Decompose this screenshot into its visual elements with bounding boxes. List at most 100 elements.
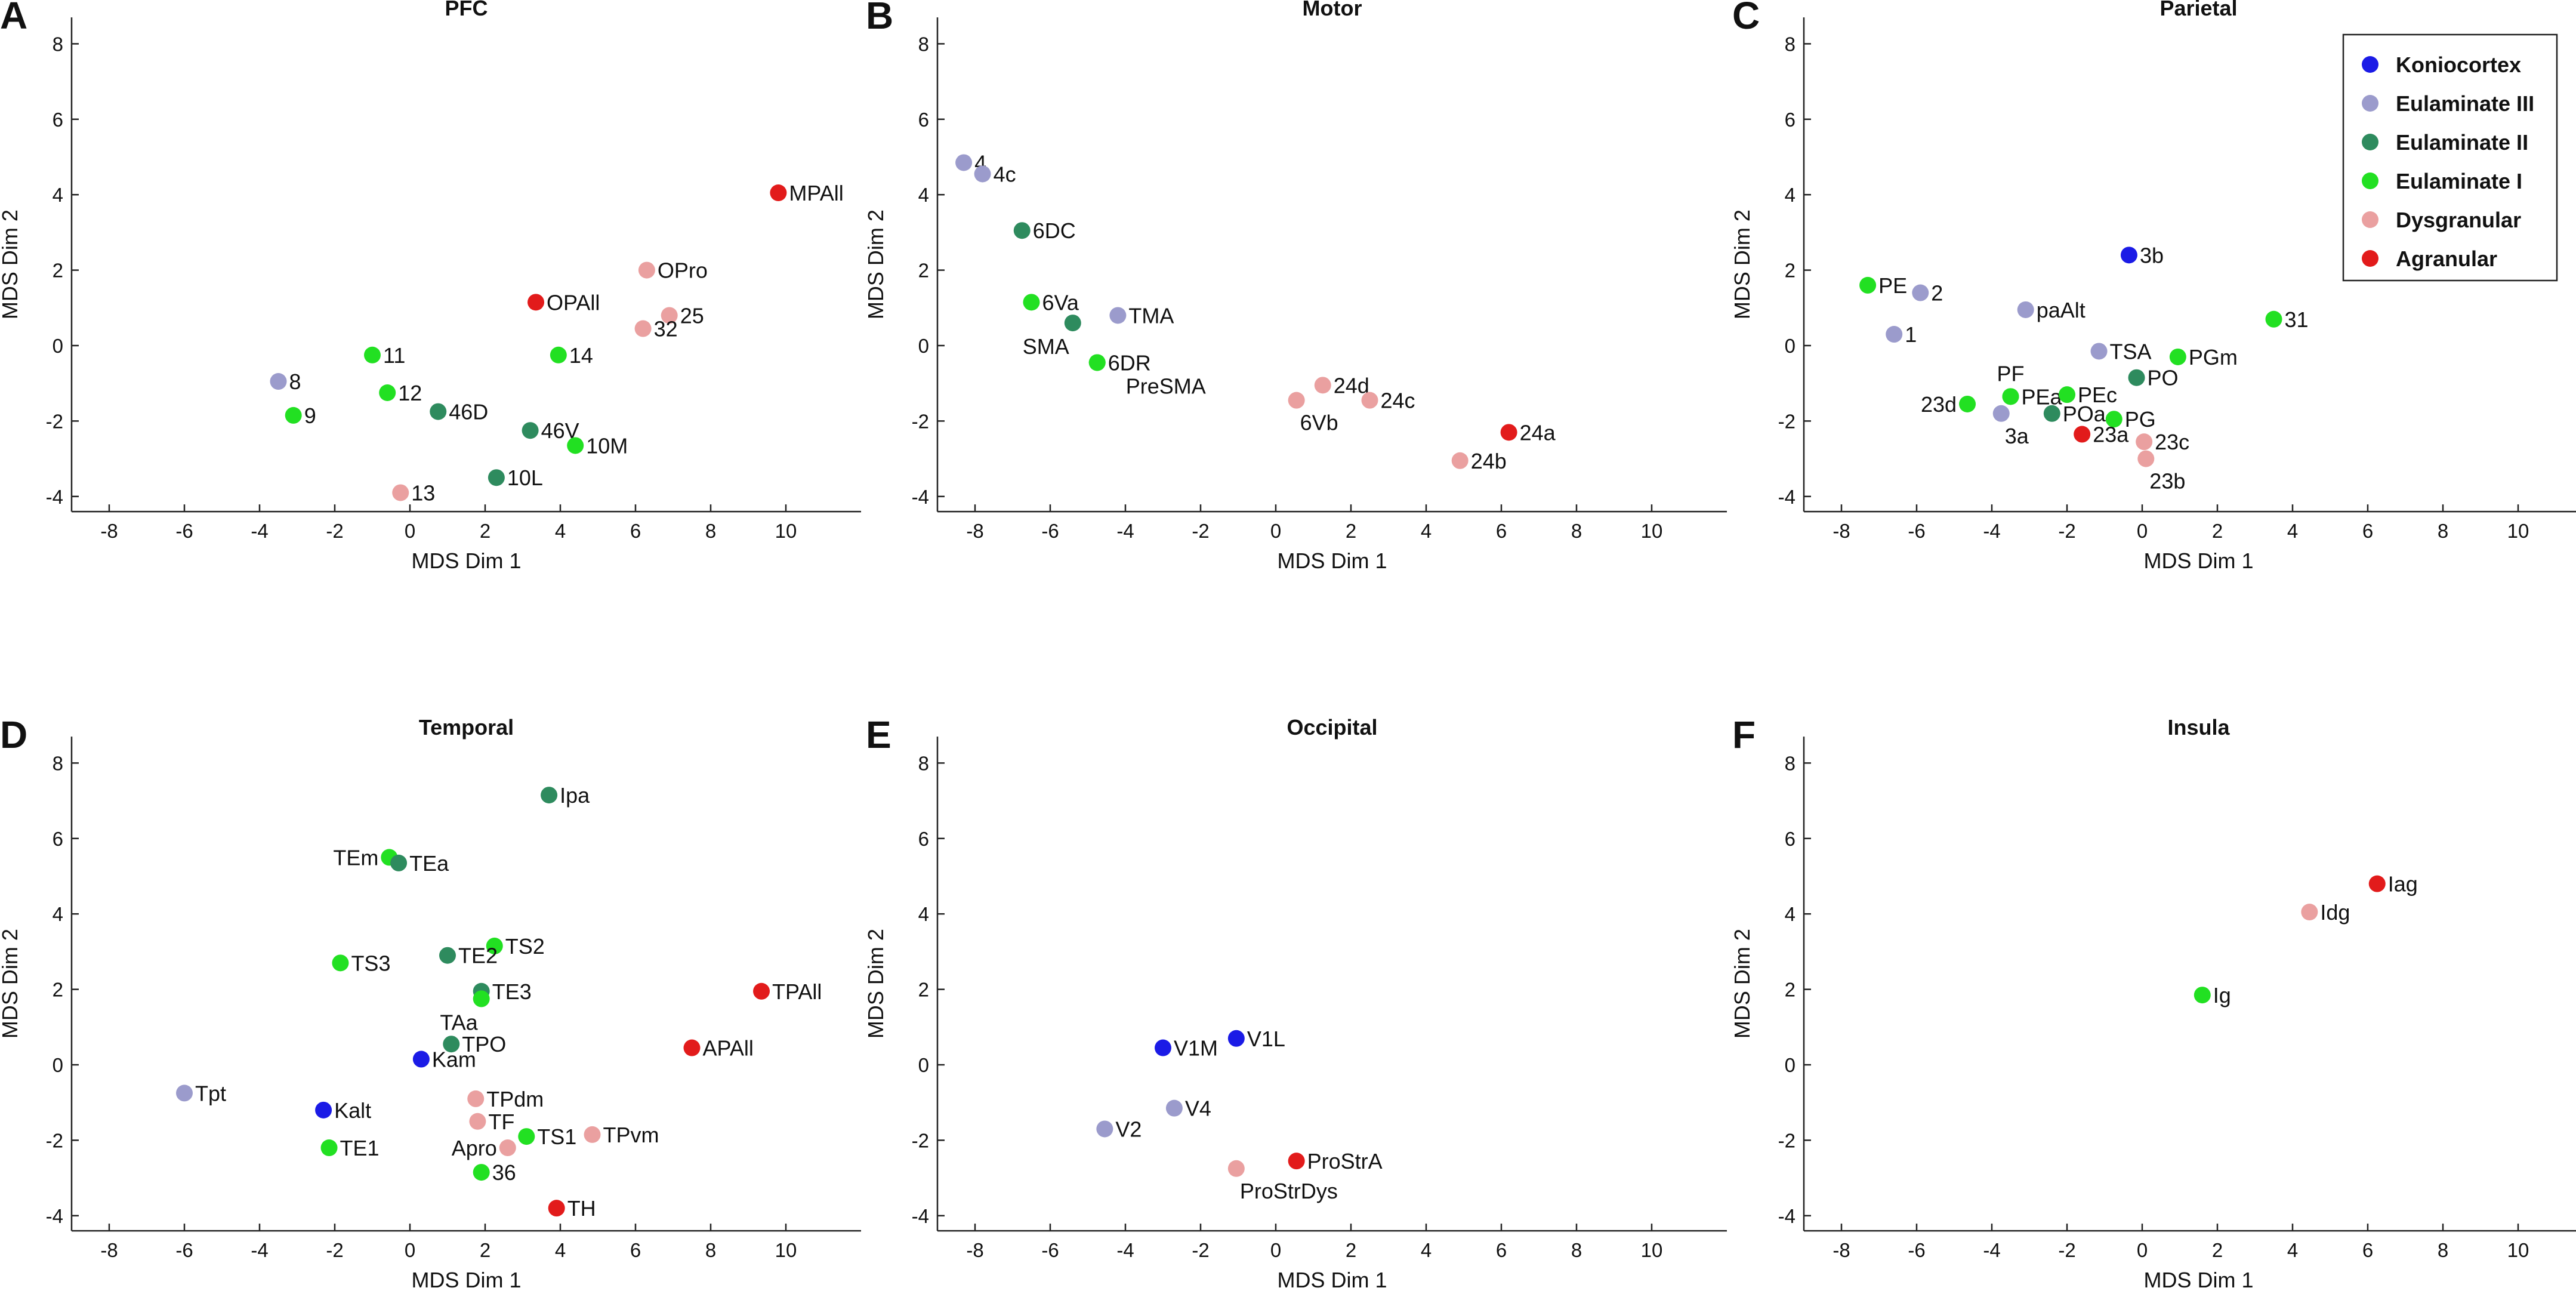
point-23a (2074, 426, 2091, 443)
point-V1L (1227, 1030, 1245, 1047)
y-tick-label: 4 (53, 184, 63, 206)
x-tick-label: 6 (1496, 520, 1507, 542)
x-tick-label: 6 (2362, 520, 2373, 542)
y-tick-label: -2 (46, 410, 63, 432)
legend-label: Dysgranular (2396, 208, 2521, 232)
point-label: PE (1878, 273, 1907, 298)
point-11 (364, 346, 381, 363)
point-label: 6DC (1033, 218, 1076, 243)
point-label: Ipa (560, 783, 590, 808)
y-axis-label: MDS Dim 2 (0, 929, 22, 1039)
point-46D (430, 403, 447, 420)
x-tick-label: 0 (405, 520, 415, 542)
panel-letter: D (0, 713, 27, 756)
y-tick-label: 8 (918, 33, 929, 55)
point-label: PEc (2078, 383, 2117, 407)
point-label: TAa (440, 1010, 478, 1034)
point-label: 6Va (1042, 290, 1079, 315)
point-label: 4c (994, 162, 1016, 186)
y-tick-label: 6 (1785, 828, 1796, 850)
y-tick-label: -2 (1778, 410, 1796, 432)
legend-marker (2362, 250, 2378, 267)
point-label: 25 (680, 303, 704, 328)
x-tick-label: -6 (175, 1239, 193, 1261)
x-tick-label: 8 (705, 1239, 716, 1261)
point-label: V1M (1174, 1036, 1218, 1061)
point-24a (1500, 424, 1517, 441)
point-label: PEa (2022, 384, 2063, 409)
point-label: 24c (1381, 389, 1415, 413)
point-label: PO (2148, 366, 2179, 390)
point-label: ProStrDys (1240, 1179, 1338, 1203)
point-24d (1314, 377, 1331, 394)
panel-D: D Temporal -8 -6 -4 -2 0 2 4 6 8 10 -4 -2 0 2 4 6 8 MDS Dim… (0, 713, 861, 1292)
point-PreSMA (1088, 354, 1106, 371)
point-TE2 (439, 947, 456, 964)
point-label: TPdm (486, 1087, 544, 1111)
panel-E: E Occipital -8 -6 -4 -2 0 2 4 6 8 10 -4 -2 0 2 4 6 8 MDS Di… (863, 713, 1727, 1292)
x-tick-label: 0 (405, 1239, 415, 1261)
legend-label: Koniocortex (2396, 53, 2521, 77)
point-6Vb (1288, 392, 1305, 409)
point-Iag (2368, 875, 2386, 892)
point-MPAll (770, 184, 787, 202)
legend-label: Eulaminate II (2396, 130, 2528, 155)
y-tick-label: 2 (1785, 979, 1796, 1001)
point-3b (2120, 247, 2137, 264)
y-tick-label: 4 (918, 184, 929, 206)
point-8 (270, 373, 287, 390)
x-tick-label: 2 (480, 1239, 490, 1261)
point-TAa (473, 990, 490, 1008)
point-label: 3a (2005, 424, 2029, 448)
y-tick-label: 4 (53, 903, 63, 925)
point-6Va (1023, 294, 1040, 311)
x-tick-label: 10 (2507, 1239, 2529, 1261)
y-tick-label: 2 (53, 260, 63, 282)
x-tick-label: 6 (630, 1239, 641, 1261)
x-tick-label: 10 (1641, 520, 1663, 542)
point-V2 (1096, 1120, 1113, 1138)
point-label: PreSMA (1126, 374, 1206, 398)
point-POa (2043, 405, 2060, 422)
x-tick-label: -2 (326, 520, 343, 542)
point-label: PF (1997, 361, 2024, 386)
point-label: TE3 (492, 979, 532, 1004)
panel-title: PFC (445, 0, 488, 20)
x-tick-label: 10 (775, 1239, 797, 1261)
point-TSA (2090, 343, 2108, 360)
point-6DC (1013, 222, 1031, 239)
point-label: 14 (569, 343, 593, 368)
point-label: 24a (1520, 420, 1556, 445)
y-tick-label: 4 (918, 903, 929, 925)
point-label: Ig (2213, 983, 2231, 1008)
y-tick-label: 0 (918, 335, 929, 357)
point-label: MPAll (789, 181, 843, 205)
point-label: 23b (2149, 469, 2185, 494)
point-label: 13 (411, 480, 435, 505)
y-tick-label: 8 (1785, 752, 1796, 774)
point-PE (1859, 276, 1877, 294)
point-PG (2105, 411, 2122, 428)
point-label: 10M (586, 433, 628, 458)
x-axis-label: MDS Dim 1 (411, 549, 521, 573)
point-label: Iag (2388, 872, 2418, 896)
x-tick-label: 6 (2362, 1239, 2373, 1261)
y-tick-label: -4 (912, 1205, 929, 1227)
y-tick-label: -2 (1778, 1129, 1796, 1151)
x-axis-label: MDS Dim 1 (2143, 549, 2253, 573)
point-label: TSA (2110, 339, 2152, 363)
x-tick-label: 6 (1496, 1239, 1507, 1261)
x-tick-label: 10 (775, 520, 797, 542)
point-label: 3b (2140, 243, 2164, 267)
point-label: 12 (398, 381, 422, 405)
y-tick-label: -2 (912, 410, 929, 432)
point-label: TS3 (351, 951, 390, 975)
point-label: 23a (2093, 423, 2129, 447)
y-tick-label: 2 (1785, 260, 1796, 282)
point-ProStrA (1288, 1153, 1305, 1170)
point-label: Idg (2320, 900, 2350, 925)
point-label: 6DR (1108, 350, 1151, 375)
point-label: APAll (703, 1036, 754, 1061)
point-label: V2 (1115, 1117, 1142, 1141)
y-axis-label: MDS Dim 2 (0, 209, 22, 319)
